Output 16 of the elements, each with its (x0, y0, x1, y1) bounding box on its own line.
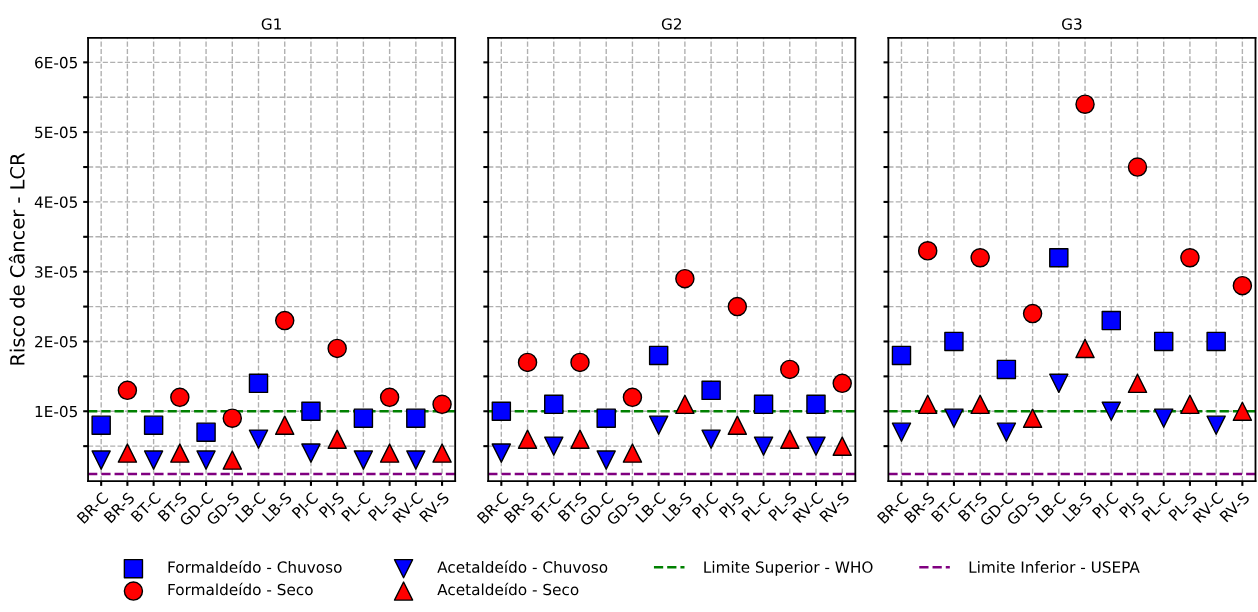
legend-label: Limite Superior - WHO (704, 561, 873, 576)
legend-label: Formaldeído - Chuvoso (168, 560, 342, 573)
y-tick-label: 3E-05 (35, 266, 77, 278)
y-tick-label: 4E-05 (34, 196, 77, 208)
legend-label: Acetaldeído - Chuvoso (437, 560, 608, 573)
legend-label: Formaldeído - Seco (168, 582, 313, 596)
chart-title: G1 (261, 18, 281, 30)
chart-title: G3 (1062, 18, 1082, 30)
chart-title: G2 (661, 18, 682, 30)
legend-label: Acetaldeído - Seco (437, 582, 579, 596)
legend-label: Limite Inferior - USEPA (969, 561, 1140, 573)
y-tick-label: 5E-05 (35, 126, 77, 139)
y-tick-label: 2E-05 (35, 335, 77, 348)
y-axis-title: Risco de Câncer - LCR (8, 153, 25, 365)
y-tick-label: 1E-05 (35, 405, 77, 418)
y-tick-label: 6E-05 (35, 56, 77, 69)
